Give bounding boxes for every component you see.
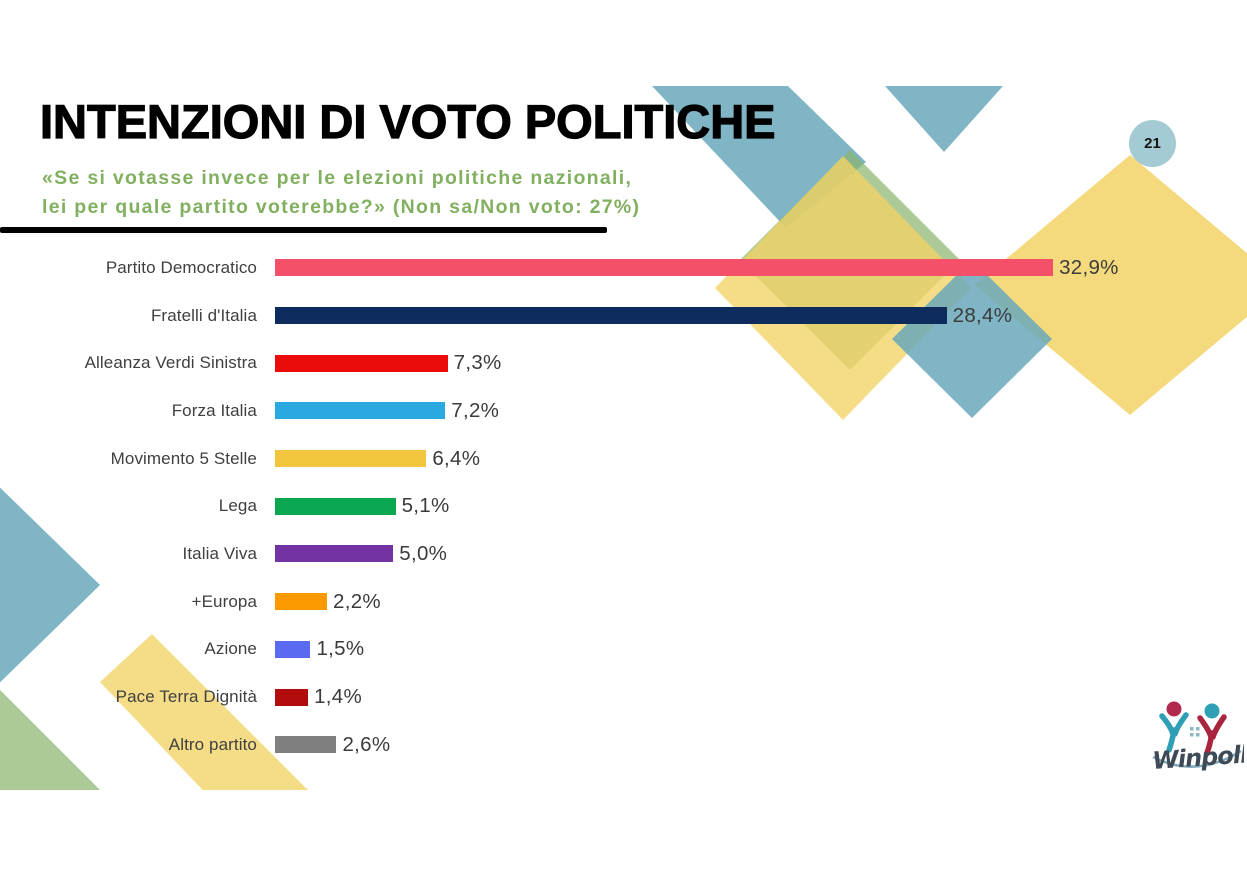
value-label: 1,4%	[314, 685, 363, 709]
survey-question-line2: lei per quale partito voterebbe?» (Non s…	[42, 196, 641, 218]
decor-yellow-diamond-right	[975, 155, 1247, 415]
party-label: Azione	[204, 639, 257, 659]
party-label: Lega	[218, 496, 257, 516]
chart-row: Lega 5,1%	[0, 482, 1247, 530]
party-label: Partito Democratico	[105, 257, 257, 277]
bar	[275, 640, 311, 658]
value-label: 28,4%	[952, 303, 1013, 327]
chart-row: Alleanza Verdi Sinistra 7,3%	[0, 339, 1247, 387]
decor-teal-triangle-down	[885, 86, 1003, 152]
decor-yellow-diamond-left	[715, 156, 971, 420]
party-label: Forza Italia	[171, 400, 257, 420]
chart-row: Fratelli d'Italia 28,4%	[0, 292, 1247, 340]
party-label: Altro partito	[168, 734, 257, 754]
party-label: Movimento 5 Stelle	[110, 448, 257, 468]
logo-person-left-head	[1166, 701, 1182, 717]
bar	[275, 593, 328, 611]
bar	[275, 497, 396, 515]
party-label: Pace Terra Dignità	[115, 687, 257, 707]
logo-swoosh	[1152, 749, 1242, 768]
value-label: 1,5%	[316, 637, 365, 661]
bar	[275, 354, 448, 372]
chart-row: Forza Italia 7,2%	[0, 387, 1247, 435]
bar	[275, 402, 446, 420]
value-label: 7,2%	[451, 398, 500, 422]
survey-question-line1: «Se si votasse invece per le elezioni po…	[42, 167, 633, 189]
chart-row: Partito Democratico 32,9%	[0, 244, 1247, 292]
value-label: 32,9%	[1059, 255, 1119, 279]
value-label: 2,6%	[342, 732, 391, 756]
decor-sage-corner-triangle	[0, 690, 100, 790]
chart-row: +Europa 2,2%	[0, 578, 1247, 626]
bar	[275, 736, 337, 754]
survey-question: «Se si votasse invece per le elezioni po…	[42, 164, 640, 222]
party-label: Fratelli d'Italia	[150, 305, 257, 325]
bar	[275, 307, 947, 325]
bar	[275, 688, 309, 706]
value-label: 5,1%	[401, 494, 450, 518]
slide-number: 21	[1144, 135, 1161, 152]
value-label: 6,4%	[432, 446, 481, 470]
party-label: Italia Viva	[182, 543, 257, 563]
page-title: INTENZIONI DI VOTO POLITICHE	[39, 94, 776, 148]
decor-teal-half-diamond-left	[0, 487, 100, 683]
bar	[275, 450, 427, 468]
slide-number-badge: 21	[1129, 120, 1176, 167]
logo-person-left	[1159, 701, 1189, 753]
value-label: 5,0%	[399, 541, 448, 565]
title-underline	[0, 227, 607, 233]
logo-window-dots	[1190, 727, 1200, 737]
chart-row: Movimento 5 Stelle 6,4%	[0, 435, 1247, 483]
party-label: +Europa	[191, 591, 257, 611]
logo-wordmark: Winpoll	[1151, 740, 1244, 775]
party-label: Alleanza Verdi Sinistra	[84, 353, 257, 373]
logo-person-right	[1197, 703, 1227, 756]
chart-row: Altro partito 2,6%	[0, 721, 1247, 769]
decor-teal-diamond-small	[892, 260, 1052, 418]
chart-row: Azione 1,5%	[0, 626, 1247, 674]
bar	[275, 259, 1054, 277]
decor-yellow-band	[100, 634, 308, 790]
bar	[275, 545, 394, 563]
winpoll-logo: Winpoll	[1151, 701, 1244, 775]
logo-person-right-head	[1204, 703, 1220, 719]
chart-row: Pace Terra Dignità 1,4%	[0, 673, 1247, 721]
value-label: 7,3%	[453, 351, 502, 375]
value-label: 2,2%	[333, 589, 381, 613]
bar-chart: Partito Democratico 32,9% Fratelli d'Itali…	[0, 244, 1247, 769]
chart-row: Italia Viva 5,0%	[0, 530, 1247, 578]
